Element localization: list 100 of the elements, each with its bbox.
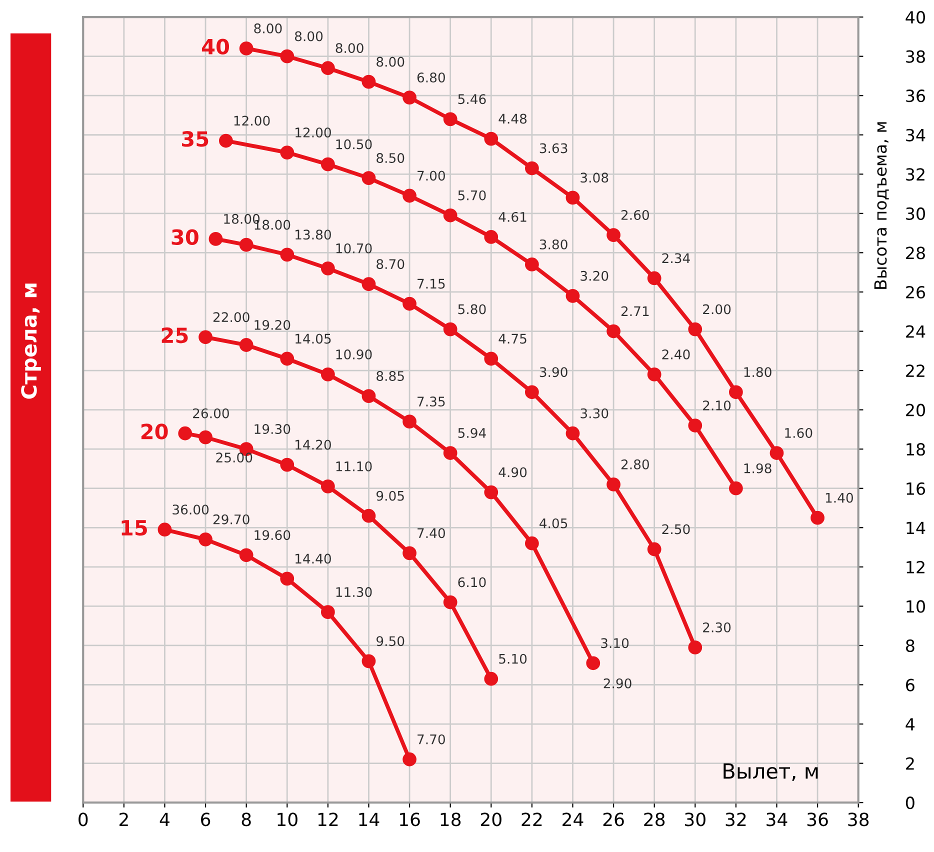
x-tick-label: 4 — [160, 812, 170, 826]
annotation: 9.05 — [376, 490, 404, 501]
point — [606, 477, 620, 492]
legend-title: Стрела, м — [21, 284, 41, 399]
point — [443, 112, 458, 126]
point — [320, 157, 335, 172]
point — [362, 277, 376, 292]
point — [770, 446, 784, 460]
y-tick-label: 2 — [906, 757, 914, 770]
annotation: 2.10 — [703, 400, 731, 410]
y-tick-label: 36 — [906, 90, 926, 102]
x-tick-label: 12 — [318, 812, 338, 826]
point — [484, 672, 498, 686]
y-tick-label: 12 — [906, 560, 924, 574]
annotation: 7.40 — [418, 528, 445, 538]
point — [362, 389, 376, 404]
annotation: 2.40 — [662, 349, 690, 360]
x-tick-label: 8 — [242, 812, 251, 826]
point — [362, 508, 376, 523]
point — [524, 385, 539, 400]
y-tick-label: 16 — [906, 482, 926, 495]
y-tick-label: 30 — [906, 207, 925, 220]
y-tick-label: 34 — [906, 128, 926, 142]
point — [729, 385, 743, 400]
y-tick-label: 32 — [906, 168, 924, 181]
annotation: 5.46 — [458, 94, 486, 104]
x-tick-label: 22 — [522, 812, 542, 826]
annotation: 10.50 — [336, 139, 372, 150]
annotation: 11.10 — [336, 461, 372, 472]
annotation: 14.40 — [296, 554, 331, 564]
annotation: 6.10 — [458, 577, 486, 588]
annotation: 3.80 — [540, 239, 568, 250]
annotation: 2.71 — [621, 306, 649, 316]
annotation: 4.90 — [498, 467, 527, 478]
point — [688, 322, 702, 336]
annotation: 8.00 — [254, 23, 282, 34]
annotation: 22.00 — [213, 312, 250, 322]
annotation: 1.98 — [744, 463, 772, 474]
point — [402, 296, 416, 311]
point — [320, 479, 335, 494]
y-tick-label: 22 — [906, 364, 924, 377]
annotation: 4.05 — [540, 518, 568, 528]
annotation: 11.30 — [336, 587, 372, 598]
point — [320, 261, 335, 276]
annotation: 1.80 — [744, 367, 772, 378]
point — [443, 595, 458, 610]
series-label: 30 — [172, 229, 198, 245]
x-tick-label: 24 — [562, 812, 584, 826]
point — [239, 42, 254, 56]
annotation: 14.20 — [296, 440, 331, 450]
point — [280, 458, 294, 472]
point — [586, 656, 600, 670]
y-tick-label: 24 — [906, 325, 926, 338]
point — [647, 271, 662, 286]
point — [320, 61, 335, 76]
point — [566, 190, 580, 205]
point — [443, 446, 458, 460]
annotation: 25.00 — [216, 452, 252, 463]
series-label: 15 — [122, 520, 147, 536]
annotation: 9.50 — [376, 636, 404, 646]
point — [524, 258, 539, 272]
series-label: 35 — [182, 131, 208, 147]
x-tick-label: 2 — [120, 812, 128, 826]
point — [239, 238, 254, 252]
point — [320, 605, 335, 620]
point — [647, 542, 662, 556]
annotation: 2.80 — [621, 459, 649, 470]
point — [566, 288, 580, 303]
point — [606, 228, 620, 242]
point — [239, 338, 254, 352]
annotation: 5.80 — [458, 304, 486, 314]
annotation: 2.00 — [703, 304, 731, 314]
point — [280, 146, 294, 160]
x-tick-label: 18 — [440, 812, 461, 826]
point — [566, 426, 580, 440]
annotation: 19.20 — [254, 320, 290, 330]
point — [402, 90, 416, 105]
point — [198, 330, 212, 344]
x-tick-label: 6 — [201, 812, 210, 826]
point — [158, 522, 172, 537]
annotation: 4.61 — [498, 212, 526, 222]
point — [218, 134, 233, 148]
point — [362, 654, 376, 668]
point — [810, 510, 824, 525]
annotation: 8.00 — [336, 43, 364, 54]
point — [198, 430, 212, 444]
annotation: 7.35 — [418, 396, 445, 407]
annotation: 3.63 — [540, 143, 568, 154]
point — [320, 368, 335, 382]
y-tick-label: 0 — [906, 796, 914, 810]
annotation: 2.50 — [662, 524, 690, 534]
annotation: 14.05 — [296, 334, 331, 344]
annotation: 8.85 — [376, 371, 404, 382]
point — [524, 161, 539, 176]
point — [688, 418, 702, 432]
x-tick-label: 0 — [78, 812, 88, 826]
x-tick-label: 36 — [807, 812, 828, 826]
annotation: 12.00 — [296, 128, 331, 138]
annotation: 13.80 — [296, 230, 331, 240]
annotation: 36.00 — [172, 504, 209, 515]
